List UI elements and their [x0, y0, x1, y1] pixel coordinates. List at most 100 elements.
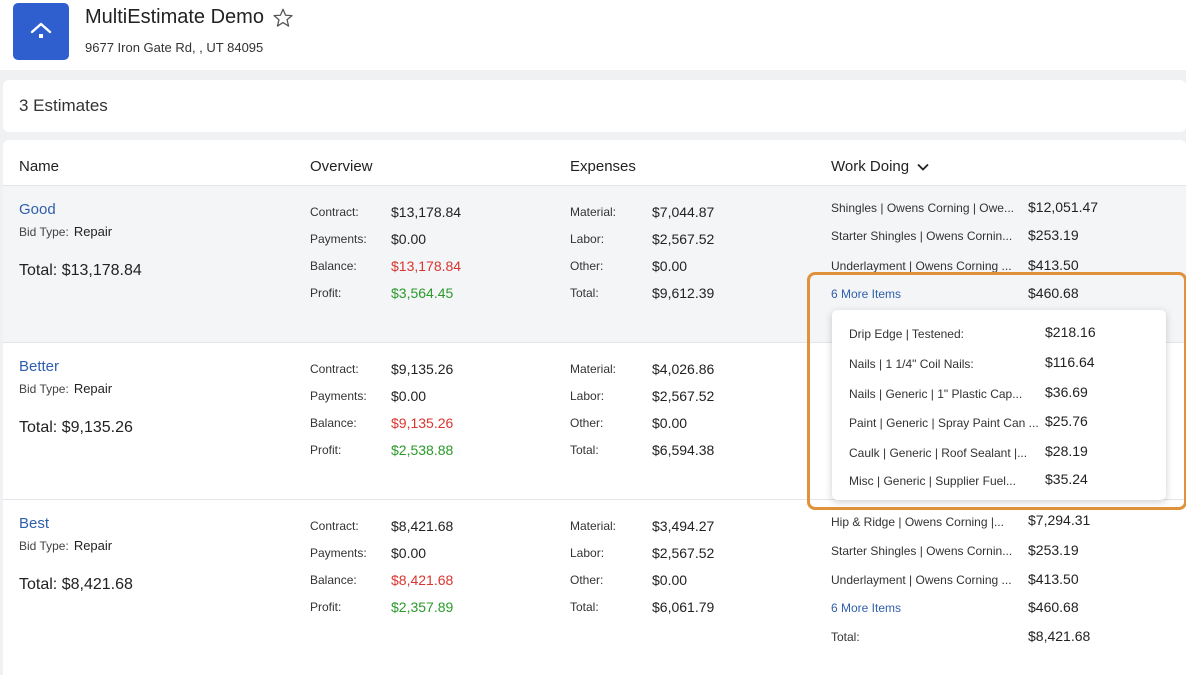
labor-label: Labor: — [570, 546, 605, 560]
total-label: Total: — [19, 419, 58, 436]
balance-label: Balance: — [310, 259, 357, 273]
payments-value: $0.00 — [391, 388, 427, 404]
bid-type: Bid Type: Repair — [19, 538, 112, 553]
work-item-label: Starter Shingles | Owens Cornin... — [831, 544, 1013, 558]
house-icon — [13, 3, 69, 60]
work-item-label: Starter Shingles | Owens Cornin... — [831, 229, 1013, 243]
total-value: $13,178.84 — [61, 262, 142, 279]
profit-value: $3,564.45 — [391, 285, 454, 301]
other-label: Other: — [570, 416, 604, 430]
project-title: MultiEstimate Demo — [85, 6, 264, 28]
payments-value: $0.00 — [391, 231, 427, 247]
project-address: 9677 Iron Gate Rd, , UT 84095 — [85, 40, 264, 55]
estimate-name-link[interactable]: Better — [19, 358, 60, 375]
work-item-value: $253.19 — [1028, 542, 1079, 558]
estimates-count-bar: 3 Estimates — [3, 80, 1186, 132]
star-outline-icon[interactable] — [272, 7, 294, 29]
more-items-link[interactable]: 6 More Items — [831, 601, 902, 615]
table-row: Best Bid Type: Repair Total: $8,421.68 Co… — [3, 500, 1186, 657]
work-item-label: Underlayment | Owens Corning ... — [831, 259, 1012, 273]
material-label: Material: — [570, 362, 617, 376]
balance-label: Balance: — [310, 573, 357, 587]
contract-value: $13,178.84 — [391, 204, 462, 220]
more-items-link[interactable]: 6 More Items — [831, 287, 902, 301]
estimates-count: 3 Estimates — [19, 96, 108, 115]
popup-item-value: $218.16 — [1045, 324, 1096, 340]
other-value: $0.00 — [652, 258, 688, 274]
column-header-work-label: Work Doing — [831, 158, 910, 175]
estimate-name-link[interactable]: Best — [19, 515, 50, 532]
expenses-total-label: Total: — [570, 443, 599, 457]
popup-item-value: $116.64 — [1045, 354, 1095, 370]
bid-type: Bid Type: Repair — [19, 224, 112, 239]
balance-label: Balance: — [310, 416, 357, 430]
bid-type-label: Bid Type: — [19, 382, 69, 396]
column-header-name: Name — [19, 158, 60, 175]
profit-label: Profit: — [310, 443, 342, 457]
labor-label: Labor: — [570, 389, 605, 403]
bid-type-label: Bid Type: — [19, 539, 69, 553]
work-total-value: $8,421.68 — [1028, 628, 1091, 644]
bid-type-value: Repair — [73, 224, 113, 239]
popup-item-value: $35.24 — [1045, 471, 1088, 487]
other-label: Other: — [570, 573, 604, 587]
table-row: Better Bid Type: Repair Total: $9,135.26 … — [3, 343, 1186, 500]
popup-item-label: Nails | Generic | 1" Plastic Cap... — [849, 387, 1023, 401]
popup-item-label: Nails | 1 1/4" Coil Nails: — [849, 357, 974, 371]
payments-label: Payments: — [310, 546, 367, 560]
payments-value: $0.00 — [391, 545, 427, 561]
more-items-popup: Drip Edge | Testened: $218.16 Nails | 1 … — [832, 310, 1166, 500]
balance-value: $9,135.26 — [391, 415, 454, 431]
estimate-total: Total: $13,178.84 — [19, 262, 142, 280]
popup-item-value: $25.76 — [1045, 413, 1088, 429]
bid-type-label: Bid Type: — [19, 225, 69, 239]
work-item-label: Hip & Ridge | Owens Corning |... — [831, 515, 1004, 529]
popup-item-value: $28.19 — [1045, 443, 1088, 459]
page-title: MultiEstimate Demo — [85, 6, 294, 29]
labor-value: $2,567.52 — [652, 388, 715, 404]
work-item-value: $413.50 — [1028, 257, 1079, 273]
estimate-total: Total: $8,421.68 — [19, 576, 133, 594]
total-value: $9,135.26 — [61, 419, 133, 436]
profit-value: $2,538.88 — [391, 442, 454, 458]
work-item-label: Underlayment | Owens Corning ... — [831, 573, 1012, 587]
contract-value: $9,135.26 — [391, 361, 454, 377]
contract-label: Contract: — [310, 519, 359, 533]
work-item-value: $253.19 — [1028, 227, 1079, 243]
estimate-total: Total: $9,135.26 — [19, 419, 133, 437]
payments-label: Payments: — [310, 232, 367, 246]
material-label: Material: — [570, 205, 617, 219]
bid-type-value: Repair — [73, 381, 113, 396]
expenses-total-value: $6,061.79 — [652, 599, 715, 615]
labor-value: $2,567.52 — [652, 545, 715, 561]
work-item-value: $12,051.47 — [1028, 199, 1099, 215]
profit-label: Profit: — [310, 600, 342, 614]
column-header-work-doing[interactable]: Work Doing — [831, 158, 929, 175]
profit-value: $2,357.89 — [391, 599, 454, 615]
balance-value: $13,178.84 — [391, 258, 462, 274]
contract-label: Contract: — [310, 362, 359, 376]
bid-type-value: Repair — [73, 538, 113, 553]
labor-value: $2,567.52 — [652, 231, 715, 247]
more-items-value: $460.68 — [1028, 285, 1079, 301]
popup-item-value: $36.69 — [1045, 384, 1088, 400]
work-item-label: Shingles | Owens Corning | Owe... — [831, 201, 1014, 215]
material-value: $4,026.86 — [652, 361, 715, 377]
balance-value: $8,421.68 — [391, 572, 454, 588]
labor-label: Labor: — [570, 232, 605, 246]
material-value: $7,044.87 — [652, 204, 715, 220]
expenses-total-label: Total: — [570, 600, 599, 614]
column-header-expenses: Expenses — [570, 158, 636, 175]
expenses-total-label: Total: — [570, 286, 599, 300]
other-value: $0.00 — [652, 415, 688, 431]
material-value: $3,494.27 — [652, 518, 715, 534]
more-items-value: $460.68 — [1028, 599, 1079, 615]
material-label: Material: — [570, 519, 617, 533]
popup-item-label: Paint | Generic | Spray Paint Can ... — [849, 416, 1039, 430]
total-label: Total: — [19, 262, 58, 279]
total-value: $8,421.68 — [61, 576, 133, 593]
popup-item-label: Drip Edge | Testened: — [849, 327, 964, 341]
chevron-down-icon[interactable] — [917, 163, 929, 171]
profit-label: Profit: — [310, 286, 342, 300]
estimate-name-link[interactable]: Good — [19, 201, 56, 218]
